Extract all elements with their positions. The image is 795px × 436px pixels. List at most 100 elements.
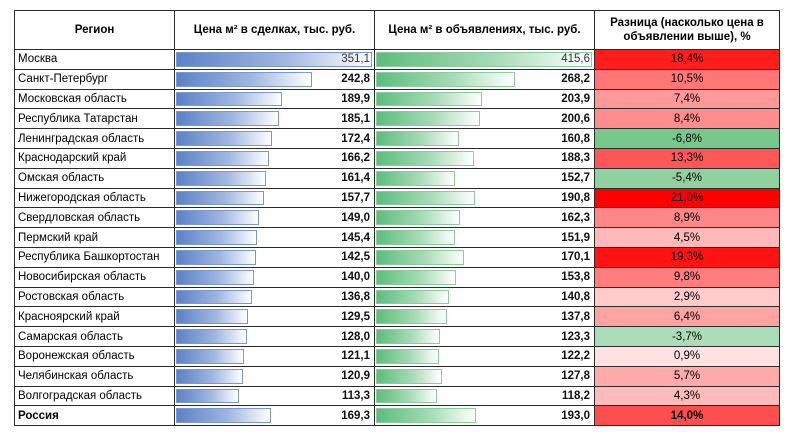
ad-price-bar — [376, 348, 440, 364]
region-cell: Россия — [14, 405, 175, 427]
price-diff-cell: 5,7% — [594, 365, 780, 387]
deal-price-cell: 120,9 — [174, 365, 375, 387]
deal-price-cell: 157,7 — [174, 187, 375, 209]
table-row: Пермский край 145,4 151,9 4,5% — [14, 227, 780, 248]
ad-price-cell: 137,8 — [374, 306, 595, 328]
deal-price-value: 189,9 — [341, 92, 370, 105]
deal-price-bar — [176, 71, 312, 87]
deal-price-bar — [176, 52, 372, 67]
ad-price-cell: 203,9 — [374, 88, 595, 110]
table-row: Свердловская область 149,0 162,3 8,9% — [14, 207, 780, 229]
deal-price-value: 129,5 — [341, 310, 370, 323]
price-diff-cell: 9,8% — [594, 266, 780, 288]
header-row: Регион Цена м² в сделках, тыс. руб. Цена… — [14, 10, 780, 50]
table-row: Волгоградская область 113,3 118,2 4,3% — [14, 385, 780, 407]
deal-price-value: 242,8 — [341, 73, 370, 86]
deal-price-bar — [176, 249, 256, 265]
price-diff-cell: 7,4% — [594, 88, 780, 110]
ad-price-value: 118,2 — [561, 389, 590, 402]
region-cell: Новосибирская область — [14, 266, 175, 288]
table-row: Ленинградская область 172,4 160,8 -6,8% — [14, 128, 780, 149]
region-cell: Челябинская область — [14, 365, 175, 387]
ad-price-bar — [376, 131, 460, 146]
price-diff-cell: 0,9% — [594, 345, 780, 367]
ad-price-bar — [376, 408, 477, 424]
ad-price-bar — [376, 71, 516, 87]
price-diff-cell: 14,0% — [594, 405, 780, 427]
ad-price-bar — [376, 249, 465, 265]
deal-price-value: 157,7 — [341, 191, 370, 204]
ad-price-cell: 151,9 — [374, 227, 595, 248]
table-row: Омская область 161,4 152,7 -5,4% — [14, 167, 780, 189]
price-diff-cell: 21,0% — [594, 187, 780, 209]
ad-price-value: 137,8 — [561, 310, 590, 323]
ad-price-value: 200,6 — [561, 112, 590, 125]
table-row: Республика Башкортостан 142,5 170,1 19,3% — [14, 246, 780, 268]
deal-price-bar — [176, 368, 244, 384]
region-cell: Краснодарский край — [14, 147, 175, 169]
table-row: Красноярский край 129,5 137,8 6,4% — [14, 306, 780, 328]
ad-price-cell: 170,1 — [374, 246, 595, 268]
deal-price-bar — [176, 131, 273, 146]
price-diff-cell: 4,5% — [594, 227, 780, 248]
region-cell: Свердловская область — [14, 207, 175, 229]
ad-price-bar — [376, 52, 592, 67]
ad-price-cell: 162,3 — [374, 207, 595, 229]
ad-price-value: 123,3 — [561, 330, 590, 343]
header-ads: Цена м² в объявлениях, тыс. руб. — [374, 10, 595, 50]
ad-price-cell: 190,8 — [374, 187, 595, 209]
table-row: Воронежская область 121,1 122,2 0,9% — [14, 345, 780, 367]
ad-price-cell: 123,3 — [374, 326, 595, 347]
deal-price-bar — [176, 170, 267, 186]
deal-price-value: 145,4 — [341, 231, 370, 244]
price-diff-cell: 13,3% — [594, 147, 780, 169]
ad-price-bar — [376, 388, 438, 404]
price-diff-cell: 18,4% — [594, 49, 780, 70]
ad-price-cell: 118,2 — [374, 385, 595, 407]
deal-price-value: 120,9 — [341, 370, 370, 383]
deal-price-cell: 242,8 — [174, 68, 375, 90]
region-cell: Санкт-Петербург — [14, 68, 175, 90]
header-diff: Разница (насколько цена в объявлении выш… — [594, 10, 780, 50]
deal-price-value: 149,0 — [341, 211, 370, 224]
deal-price-cell: 351,1 — [174, 49, 375, 70]
deal-price-value: 351,1 — [341, 53, 370, 66]
deal-price-cell: 129,5 — [174, 306, 375, 328]
deal-price-value: 128,0 — [341, 330, 370, 343]
deal-price-value: 121,1 — [341, 350, 370, 363]
ad-price-cell: 152,7 — [374, 167, 595, 189]
deal-price-cell: 140,0 — [174, 266, 375, 288]
price-diff-cell: 4,3% — [594, 385, 780, 407]
price-table: Регион Цена м² в сделках, тыс. руб. Цена… — [14, 10, 780, 427]
deal-price-value: 172,4 — [341, 132, 370, 145]
ad-price-cell: 200,6 — [374, 108, 595, 130]
deal-price-bar — [176, 329, 248, 344]
ad-price-bar — [376, 91, 482, 107]
price-table-container: Регион Цена м² в сделках, тыс. руб. Цена… — [14, 10, 780, 427]
ad-price-value: 268,2 — [561, 73, 590, 86]
price-diff-cell: 10,5% — [594, 68, 780, 90]
deal-price-bar — [176, 269, 255, 285]
region-cell: Нижегородская область — [14, 187, 175, 209]
table-body: Москва 351,1 415,6 18,4% Санкт-Петербург 242,… — [14, 49, 780, 427]
region-cell: Красноярский край — [14, 306, 175, 328]
deal-price-bar — [176, 210, 260, 226]
region-cell: Пермский край — [14, 227, 175, 248]
ad-price-value: 122,2 — [561, 350, 590, 363]
table-row: Краснодарский край 166,2 188,3 13,3% — [14, 147, 780, 169]
deal-price-cell: 121,1 — [174, 345, 375, 367]
region-cell: Ленинградская область — [14, 128, 175, 149]
ad-price-bar — [376, 329, 440, 344]
deal-price-value: 169,3 — [341, 409, 370, 422]
region-cell: Ростовская область — [14, 286, 175, 308]
deal-price-cell: 166,2 — [174, 147, 375, 169]
table-row: Новосибирская область 140,0 153,8 9,8% — [14, 266, 780, 288]
ad-price-value: 203,9 — [561, 92, 590, 105]
deal-price-bar — [176, 91, 282, 107]
ad-price-bar — [376, 230, 455, 245]
header-region: Регион — [14, 10, 175, 50]
deal-price-value: 140,0 — [341, 271, 370, 284]
deal-price-bar — [176, 348, 244, 364]
ad-price-value: 188,3 — [561, 152, 590, 165]
deal-price-bar — [176, 309, 249, 325]
